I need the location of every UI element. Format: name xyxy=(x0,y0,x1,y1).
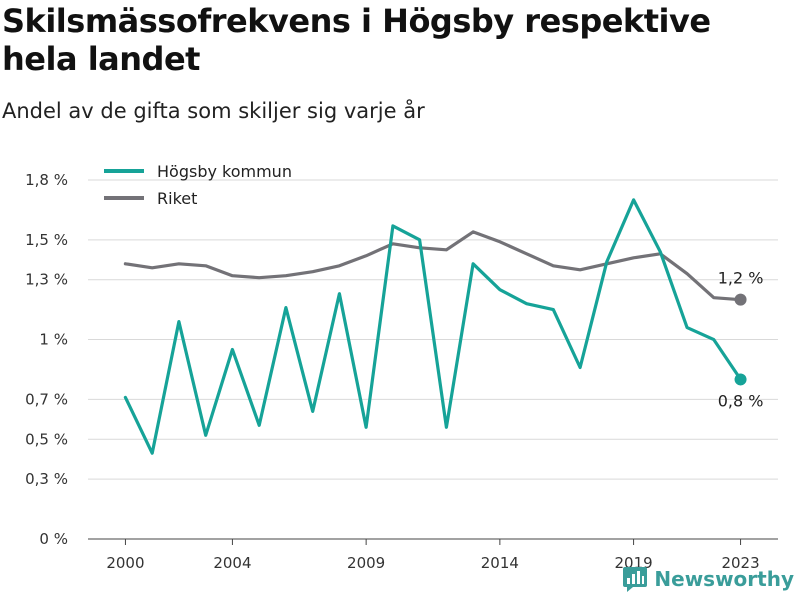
x-tick-label: 2009 xyxy=(347,554,385,572)
chart-subtitle: Andel av de gifta som skiljer sig varje … xyxy=(2,99,425,123)
newsworthy-logo-icon xyxy=(623,567,648,592)
series-lines xyxy=(123,198,747,455)
y-tick-label: 0,7 % xyxy=(25,390,68,408)
series-line-riket xyxy=(123,230,743,302)
legend-label: Högsby kommun xyxy=(157,162,292,181)
y-tick-label: 0,5 % xyxy=(25,430,68,448)
end-label-riket: 1,2 % xyxy=(718,269,764,288)
y-tick-label: 0 % xyxy=(39,530,68,548)
end-point-hogsby xyxy=(734,373,747,386)
end-label-hogsby: 0,8 % xyxy=(718,391,764,410)
x-tick-label: 2014 xyxy=(481,554,519,572)
y-tick-label: 1,8 % xyxy=(25,171,68,189)
end-point-riket xyxy=(734,293,747,306)
x-tick-label: 2023 xyxy=(721,554,759,572)
end-labels: 1,2 % 0,8 % xyxy=(718,269,764,411)
brand-logo: Newsworthy xyxy=(622,566,794,592)
y-tick-label: 1,5 % xyxy=(25,231,68,249)
x-tick-label: 2000 xyxy=(106,554,144,572)
legend: Högsby kommun Riket xyxy=(104,162,292,208)
y-tick-label: 1 % xyxy=(39,331,68,349)
legend-label: Riket xyxy=(157,189,197,208)
y-tick-label: 0,3 % xyxy=(25,470,68,488)
grid xyxy=(88,179,778,540)
series-line-hogsby xyxy=(123,198,743,455)
brand-name: Newsworthy xyxy=(654,567,794,591)
chart-title: Skilsmässofrekvens i Högsby respektive h… xyxy=(2,2,711,78)
y-tick-label: 1,3 % xyxy=(25,271,68,289)
x-tick-label: 2004 xyxy=(213,554,251,572)
y-axis: 0 % 0,3 % 0,5 % 0,7 % 1 % 1,3 % 1,5 % 1,8 % xyxy=(25,171,68,548)
